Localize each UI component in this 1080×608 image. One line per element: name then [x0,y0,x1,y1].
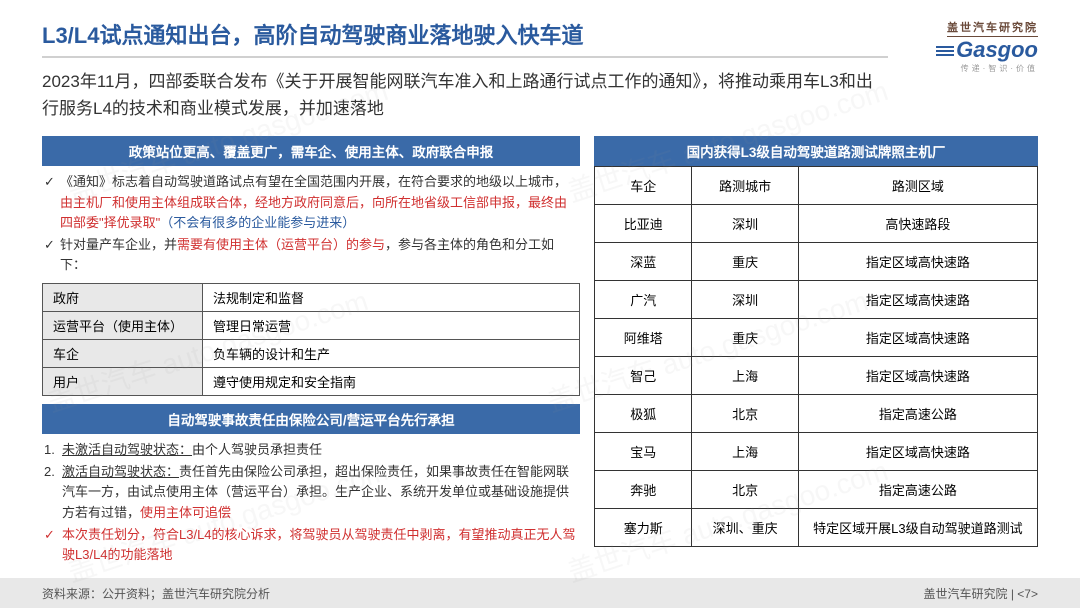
logo-cn: 盖世汽车研究院 [947,19,1038,37]
table-row: 宝马上海指定区域高快速路 [595,433,1038,471]
liability-conclusion: 本次责任划分，符合L3/L4的核心诉求，将驾驶员从驾驶责任中剥离，有望推动真正无… [44,525,578,565]
table-row: 塞力斯深圳、重庆特定区域开展L3级自动驾驶道路测试 [595,509,1038,547]
table-row: 深蓝重庆指定区域高快速路 [595,243,1038,281]
table-row: 车企负车辆的设计和生产 [43,340,580,368]
bullet-massproduction: 针对量产车企业，并需要有使用主体（运营平台）的参与，参与各主体的角色和分工如下： [44,235,578,275]
right-column: 国内获得L3级自动驾驶道路测试牌照主机厂 车企 路测城市 路测区域 比亚迪深圳高… [594,136,1038,578]
page-subtitle: 2023年11月，四部委联合发布《关于开展智能网联汽车准入和上路通行试点工作的通… [42,68,888,122]
table-row: 阿维塔重庆指定区域高快速路 [595,319,1038,357]
license-table: 车企 路测城市 路测区域 比亚迪深圳高快速路段深蓝重庆指定区域高快速路广汽深圳指… [594,166,1038,547]
brand-logo: 盖世汽车研究院 Gasgoo 传递·智识·价值 [908,18,1038,74]
col-company: 车企 [595,167,692,205]
left-column: 政策站位更高、覆盖更广，需车企、使用主体、政府联合申报 《通知》标志着自动驾驶道… [42,136,580,578]
header: L3/L4试点通知出台，高阶自动驾驶商业落地驶入快车道 2023年11月，四部委… [0,0,1080,130]
policy-bullets: 《通知》标志着自动驾驶道路试点有望在全国范围内开展，在符合要求的地级以上城市，由… [42,166,580,281]
table-row: 奔驰北京指定高速公路 [595,471,1038,509]
roles-table: 政府法规制定和监督 运营平台（使用主体）管理日常运营 车企负车辆的设计和生产 用… [42,283,580,396]
right-band-license: 国内获得L3级自动驾驶道路测试牌照主机厂 [594,136,1038,166]
table-row: 极狐北京指定高速公路 [595,395,1038,433]
logo-tagline: 传递·智识·价值 [908,63,1038,74]
liability-list: 1.未激活自动驾驶状态：由个人驾驶员承担责任 2.激活自动驾驶状态：责任首先由保… [42,434,580,565]
table-row: 政府法规制定和监督 [43,284,580,312]
left-band-liability: 自动驾驶事故责任由保险公司/营运平台先行承担 [42,404,580,434]
content-area: 政策站位更高、覆盖更广，需车企、使用主体、政府联合申报 《通知》标志着自动驾驶道… [0,130,1080,578]
bullet-notice: 《通知》标志着自动驾驶道路试点有望在全国范围内开展，在符合要求的地级以上城市，由… [44,172,578,232]
page-title: L3/L4试点通知出台，高阶自动驾驶商业落地驶入快车道 [42,18,888,58]
liability-item-2: 2.激活自动驾驶状态：责任首先由保险公司承担，超出保险责任，如果事故责任在智能网… [44,462,578,522]
liability-item-1: 1.未激活自动驾驶状态：由个人驾驶员承担责任 [44,440,578,460]
table-row: 广汽深圳指定区域高快速路 [595,281,1038,319]
table-row: 智己上海指定区域高快速路 [595,357,1038,395]
table-row: 用户遵守使用规定和安全指南 [43,368,580,396]
table-row: 运营平台（使用主体）管理日常运营 [43,312,580,340]
col-city: 路测城市 [692,167,798,205]
left-band-policy: 政策站位更高、覆盖更广，需车企、使用主体、政府联合申报 [42,136,580,166]
table-row: 比亚迪深圳高快速路段 [595,205,1038,243]
footer-source: 资料来源：公开资料；盖世汽车研究院分析 [42,585,270,602]
footer-brand-page: 盖世汽车研究院 | <7> [923,585,1038,602]
col-area: 路测区域 [798,167,1037,205]
footer-bar: 资料来源：公开资料；盖世汽车研究院分析 盖世汽车研究院 | <7> [0,578,1080,608]
logo-en: Gasgoo [908,39,1038,61]
table-header-row: 车企 路测城市 路测区域 [595,167,1038,205]
